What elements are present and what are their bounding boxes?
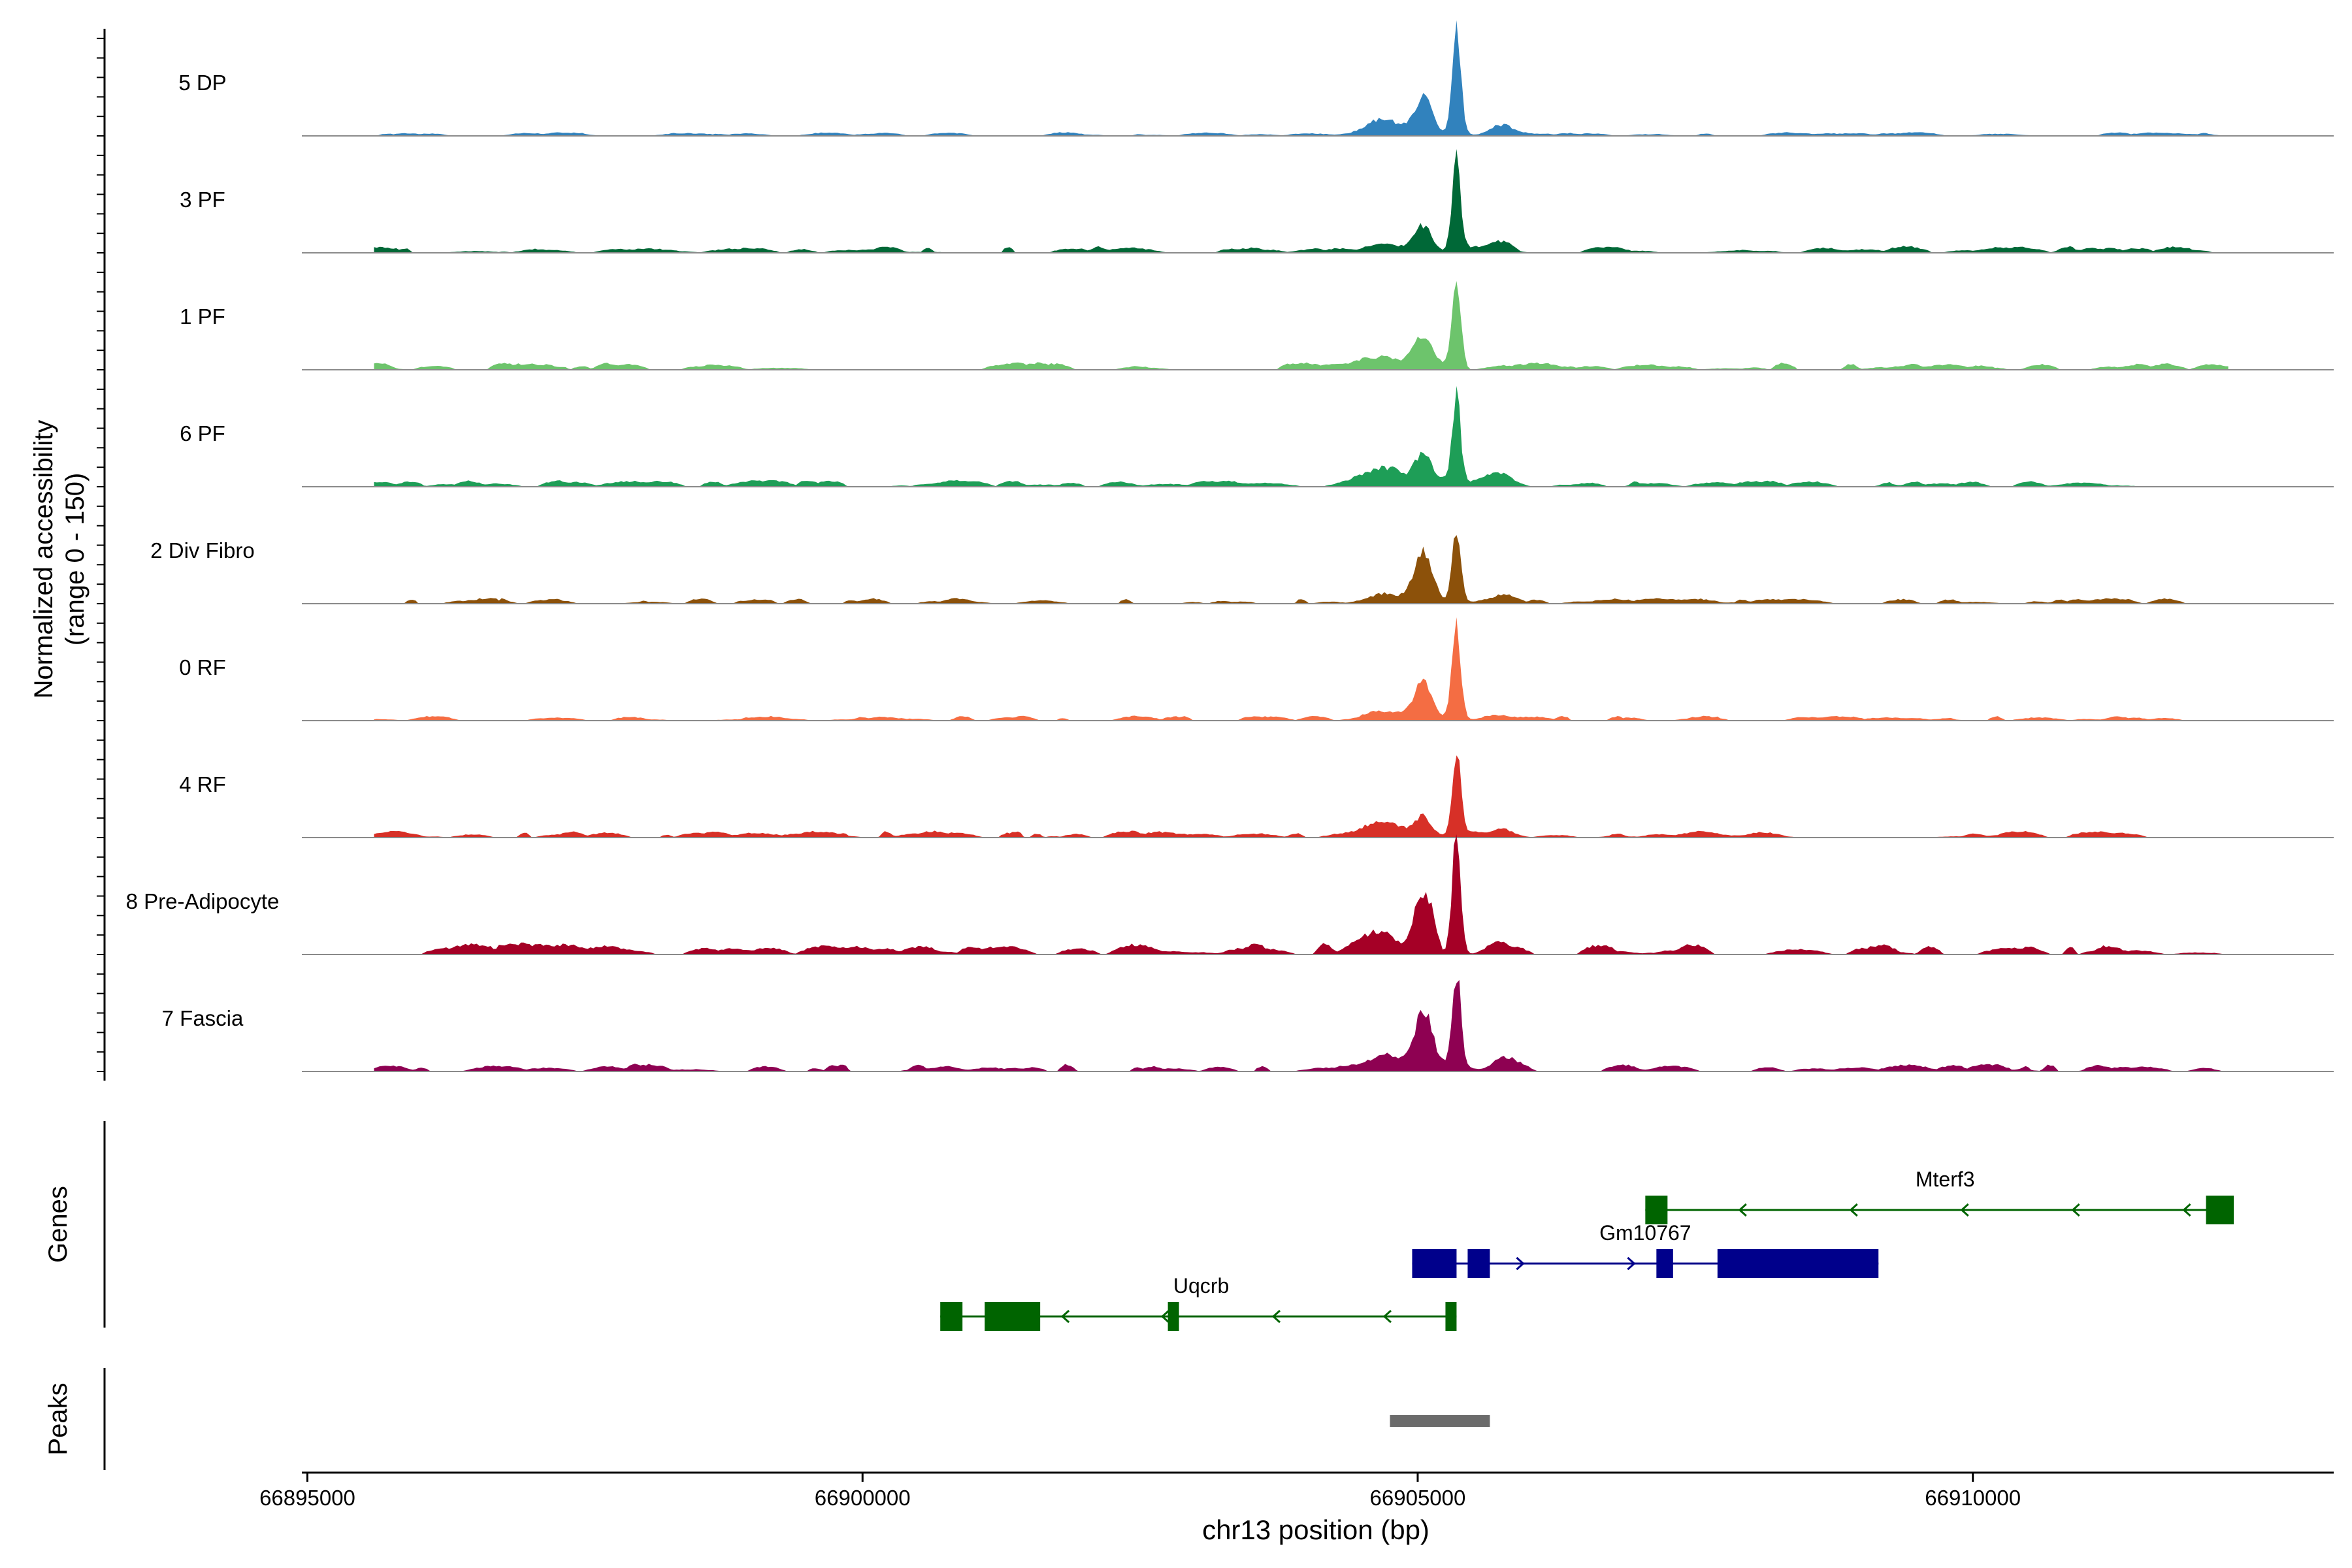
gene-strand-arrow-0-2 xyxy=(1960,1203,1969,1217)
coverage-area-3 xyxy=(374,385,2229,487)
track-label-5: 0 RF xyxy=(179,655,226,679)
coverage-area-8 xyxy=(374,980,2229,1071)
gene-strand-arrow-2-3 xyxy=(1382,1309,1392,1324)
gene-strand-arrow-2-1 xyxy=(1160,1309,1170,1324)
gene-strand-arrow-0-4 xyxy=(2182,1203,2191,1217)
gene-exon-1-2 xyxy=(1656,1249,1673,1278)
track-label-2: 1 PF xyxy=(180,304,225,329)
gene-exon-2-3 xyxy=(1445,1302,1457,1331)
gene-exon-2-1 xyxy=(985,1302,1041,1331)
track-label-8: 7 Fascia xyxy=(162,1006,244,1030)
gene-exon-2-0 xyxy=(940,1302,963,1331)
gene-exon-0-0 xyxy=(1645,1196,1668,1224)
gene-strand-arrow-1-1 xyxy=(1516,1256,1525,1271)
y-axis-title-line2: (range 0 - 150) xyxy=(61,473,90,646)
gene-strand-arrow-2-2 xyxy=(1271,1309,1281,1324)
gene-strand-arrow-2-0 xyxy=(1060,1309,1070,1324)
gene-strand-arrow-0-0 xyxy=(1738,1203,1747,1217)
peaks-panel-label: Peaks xyxy=(44,1382,73,1455)
track-label-3: 6 PF xyxy=(180,421,225,446)
gene-strand-arrow-0-3 xyxy=(2071,1203,2080,1217)
gene-strand-arrow-1-0 xyxy=(1421,1256,1431,1271)
gene-exon-0-1 xyxy=(2206,1196,2234,1224)
gene-strand-arrow-0-1 xyxy=(1849,1203,1858,1217)
track-label-0: 5 DP xyxy=(178,71,226,95)
gene-label-1: Gm10767 xyxy=(1599,1221,1691,1245)
x-tick-label-0: 66895000 xyxy=(259,1486,355,1510)
x-tick-label-1: 66900000 xyxy=(815,1486,911,1510)
peak-region-0 xyxy=(1390,1415,1490,1427)
gene-label-0: Mterf3 xyxy=(1916,1168,1975,1191)
gene-exon-1-3 xyxy=(1717,1249,1879,1278)
coverage-area-5 xyxy=(374,617,2229,721)
track-label-7: 8 Pre-Adipocyte xyxy=(126,889,280,913)
y-axis xyxy=(97,29,106,1081)
track-label-1: 3 PF xyxy=(180,188,225,212)
gene-exon-2-2 xyxy=(1168,1302,1179,1331)
x-axis: 66895000 66900000 66905000 66910000 xyxy=(259,1471,2334,1510)
coverage-area-0 xyxy=(374,20,2229,136)
gene-strand-arrow-1-2 xyxy=(1627,1256,1636,1271)
coverage-area-7 xyxy=(374,834,2229,955)
genes-panel-label: Genes xyxy=(44,1186,73,1263)
coverage-area-6 xyxy=(374,755,2229,838)
x-axis-title: chr13 position (bp) xyxy=(1202,1514,1429,1545)
coverage-tracks: 5 DP 3 PF 1 PF 6 PF 2 Div Fibro 0 RF 4 RF 8 Pre… xyxy=(126,20,2334,1072)
coverage-area-2 xyxy=(374,281,2229,370)
genes-panel: Mterf3 Gm10767 Uqcrb xyxy=(940,1168,2234,1331)
coverage-area-1 xyxy=(374,149,2229,253)
coverage-area-4 xyxy=(374,535,2229,604)
gene-label-2: Uqcrb xyxy=(1173,1274,1229,1298)
x-tick-label-2: 66905000 xyxy=(1370,1486,1466,1510)
peaks-panel xyxy=(1390,1415,1490,1427)
gene-exon-1-0 xyxy=(1412,1249,1457,1278)
track-label-6: 4 RF xyxy=(179,772,226,796)
track-label-4: 2 Div Fibro xyxy=(150,538,255,563)
x-tick-label-3: 66910000 xyxy=(1925,1486,2021,1510)
gene-exon-1-1 xyxy=(1467,1249,1490,1278)
y-axis-title-line1: Normalized accessibility xyxy=(29,420,58,699)
